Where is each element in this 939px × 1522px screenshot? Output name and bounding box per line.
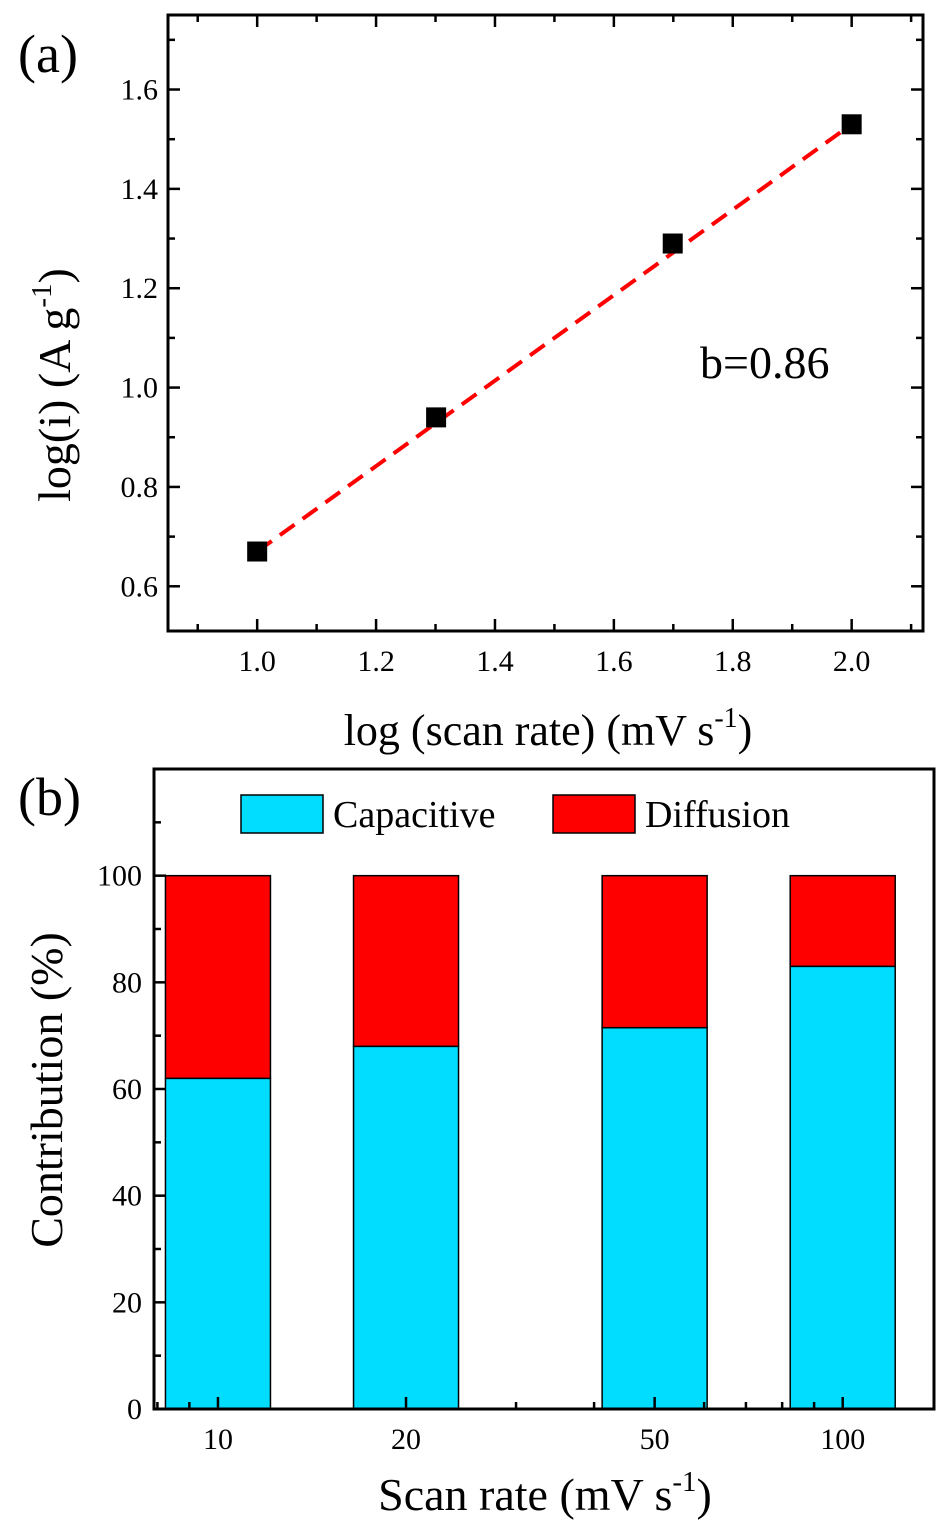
panel-a-y-tick-label: 1.0 [121,372,159,405]
panel-a-y-axis-label-text: log(i) (A g [29,308,80,502]
panel-b-x-tick-label: 20 [391,1423,421,1456]
panel-b-y-tick-label: 40 [112,1180,142,1213]
panel-b-x-tick-label: 50 [640,1423,670,1456]
bar-diffusion-10 [164,874,272,1080]
bar-capacitive-100 [789,965,896,1410]
panel-a-data-point [841,114,862,135]
panel-a-x-axis-label-text: log (scan rate) (mV s [344,706,715,755]
panel-a-fit-line-group [256,122,853,554]
panel-a-fit-line [256,122,853,554]
bar-capacitive-10 [164,1077,272,1410]
panel-a-ticks: 1.0 1.2 1.4 1.6 1.8 2.0 0.6 0.8 1.0 1.2 1.4 1.6 [121,15,923,678]
panel-b-x-tick-label: 10 [203,1423,233,1456]
bar-diffusion-20 [352,874,460,1048]
bar-diffusion-50 [601,874,708,1029]
panel-b-stacked-bar-chart: (b) 10 20 50 100 0 20 40 60 80 100 Capacitive Dif… [18,767,936,1520]
panel-b-x-axis-label: Scan rate (mV s-1) [378,1466,712,1520]
panel-a-data-point [247,541,268,562]
panel-a-label: (a) [18,24,78,84]
panel-b-legend: Capacitive Diffusion [240,794,790,836]
panel-a-points [247,114,862,562]
panel-a-x-tick-label: 1.6 [595,645,633,678]
panel-b-bars [164,874,896,1410]
panel-b-label: (b) [18,767,81,827]
panel-b-y-tick-label: 60 [112,1073,142,1106]
bar-diffusion-100 [789,874,896,968]
panel-b-y-tick-label: 80 [112,966,142,999]
panel-a-y-tick-label: 1.2 [121,272,159,305]
panel-a-y-axis-label-sup: -1 [26,283,58,307]
panel-b-ticks: 10 20 50 100 0 20 40 60 80 100 [97,767,865,1456]
panel-b-x-axis-label-tail: ) [697,1469,712,1520]
panel-a-y-axis-label: log(i) (A g-1) [26,268,80,502]
panel-a-data-point [426,407,447,428]
panel-a-y-axis-label-tail: ) [29,268,80,283]
panel-a-plot-frame [166,13,925,633]
panel-a-annotation: b=0.86 [700,337,829,388]
panel-a-x-tick-label: 1.8 [714,645,752,678]
panel-a-y-tick-label: 1.6 [121,74,159,107]
panel-a-x-axis-label-sup: -1 [714,703,737,734]
panel-b-y-tick-label: 0 [127,1393,142,1426]
panel-a-x-tick-label: 1.4 [476,645,514,678]
panel-b-x-tick-label: 100 [820,1423,865,1456]
panel-b-y-tick-label: 100 [97,860,142,893]
panel-a-x-tick-label: 1.0 [238,645,276,678]
panel-b-y-tick-label: 20 [112,1286,142,1319]
panel-b-x-axis-label-text: Scan rate (mV s [378,1469,672,1520]
panel-a-x-tick-label: 1.2 [357,645,395,678]
bar-capacitive-50 [601,1026,708,1410]
panel-a-x-tick-label: 2.0 [833,645,871,678]
panel-a-y-tick-label: 0.6 [121,570,159,603]
legend-label-diffusion: Diffusion [645,794,790,836]
panel-a-y-tick-label: 1.4 [121,173,159,206]
panel-b-y-axis-label: Contribution (%) [21,932,72,1248]
panel-a-scatter-plot: (a) 1.0 1.2 1.4 1.6 1.8 2.0 0.6 0.8 1.0 1.2 1.4 1.6… [18,13,925,755]
legend-label-capacitive: Capacitive [333,794,495,836]
panel-a-x-axis-label: log (scan rate) (mV s-1) [344,703,753,755]
panel-a-data-point [662,233,683,254]
panel-b-plot-frame [152,767,936,1411]
legend-swatch-diffusion [552,794,636,834]
legend-swatch-capacitive [240,794,324,834]
panel-b-x-axis-label-sup: -1 [672,1466,696,1498]
panel-a-y-tick-label: 0.8 [121,471,159,504]
panel-a-x-axis-label-tail: ) [738,706,753,755]
bar-capacitive-20 [352,1045,460,1410]
